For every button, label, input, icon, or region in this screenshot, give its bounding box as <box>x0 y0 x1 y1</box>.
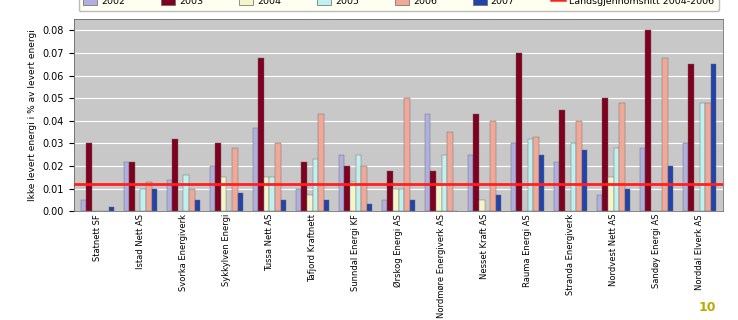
Bar <box>582 150 587 211</box>
Bar <box>146 182 151 211</box>
Bar <box>367 204 372 211</box>
Bar <box>189 188 195 211</box>
Bar <box>602 98 608 211</box>
Bar <box>646 30 651 211</box>
Bar <box>324 200 329 211</box>
Bar <box>447 132 452 211</box>
Bar <box>258 58 264 211</box>
Legend: 2002, 2003, 2004, 2005, 2006, 2007, Landsgjennomsnitt 2004-2006: 2002, 2003, 2004, 2005, 2006, 2007, Land… <box>78 0 719 11</box>
Bar <box>570 143 576 211</box>
Bar <box>473 114 479 211</box>
Bar <box>613 148 619 211</box>
Bar <box>80 200 86 211</box>
Bar <box>382 200 387 211</box>
Bar <box>706 103 711 211</box>
Bar <box>387 171 393 211</box>
Bar <box>700 103 706 211</box>
Bar <box>517 53 522 211</box>
Bar <box>167 180 172 211</box>
Bar <box>339 155 345 211</box>
Bar <box>345 166 350 211</box>
Bar <box>640 148 646 211</box>
Bar <box>312 159 318 211</box>
Bar <box>264 177 269 211</box>
Bar <box>533 137 539 211</box>
Bar <box>195 200 200 211</box>
Bar <box>108 207 114 211</box>
Bar <box>554 162 559 211</box>
Bar <box>124 162 129 211</box>
Bar <box>597 196 602 211</box>
Bar <box>662 58 668 211</box>
Bar <box>539 155 545 211</box>
Bar <box>528 139 533 211</box>
Bar <box>221 177 227 211</box>
Bar <box>151 188 157 211</box>
Bar <box>252 128 258 211</box>
Bar <box>576 121 582 211</box>
Bar <box>430 171 436 211</box>
Bar <box>232 148 238 211</box>
Bar <box>140 188 146 211</box>
Bar <box>215 143 221 211</box>
Bar <box>441 155 447 211</box>
Bar <box>301 162 307 211</box>
Bar <box>184 175 189 211</box>
Bar <box>436 184 441 211</box>
Bar <box>468 155 473 211</box>
Bar <box>86 143 92 211</box>
Bar <box>172 139 178 211</box>
Bar <box>689 64 694 211</box>
Bar <box>129 162 135 211</box>
Bar <box>356 155 361 211</box>
Text: 10: 10 <box>698 300 716 314</box>
Bar <box>608 177 613 211</box>
Bar <box>625 188 630 211</box>
Bar <box>350 182 356 211</box>
Bar <box>269 177 275 211</box>
Bar <box>490 121 496 211</box>
Bar <box>404 98 410 211</box>
Bar <box>399 188 404 211</box>
Bar <box>296 188 301 211</box>
Bar <box>210 166 215 211</box>
Bar <box>559 109 565 211</box>
Bar <box>511 143 517 211</box>
Bar <box>711 64 717 211</box>
Bar <box>393 188 399 211</box>
Bar <box>280 200 286 211</box>
Bar <box>479 200 485 211</box>
Bar <box>683 143 689 211</box>
Bar <box>496 196 501 211</box>
Bar <box>307 196 312 211</box>
Bar <box>619 103 625 211</box>
Bar <box>361 166 367 211</box>
Bar <box>318 114 324 211</box>
Y-axis label: Ikke levert energi i % av levert energi: Ikke levert energi i % av levert energi <box>28 29 37 201</box>
Bar <box>238 193 244 211</box>
Bar <box>668 166 673 211</box>
Bar <box>275 143 280 211</box>
Bar <box>425 114 430 211</box>
Bar <box>410 200 415 211</box>
